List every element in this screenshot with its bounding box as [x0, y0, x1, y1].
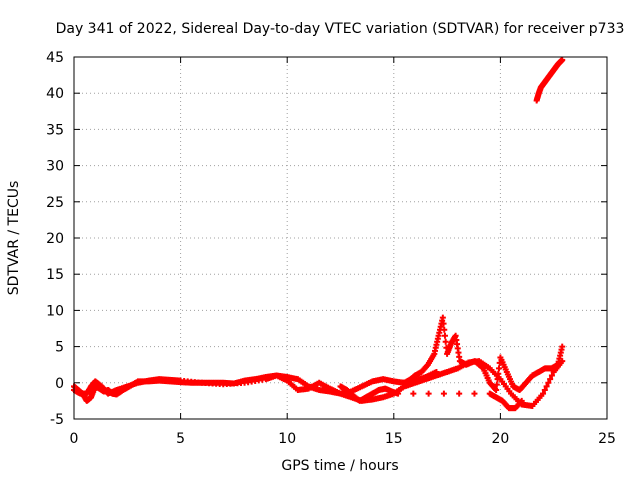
data-point: [495, 370, 502, 377]
data-point: [410, 390, 417, 397]
data-points: [71, 56, 566, 412]
y-tick-label: 25: [46, 195, 64, 211]
x-tick-label: 10: [278, 431, 296, 447]
data-point: [456, 390, 463, 397]
data-point: [471, 390, 478, 397]
data-point: [433, 368, 440, 375]
y-tick-label: 15: [46, 267, 64, 283]
x-axis-title: GPS time / hours: [281, 458, 398, 474]
data-point: [493, 387, 500, 394]
y-tick-label: 0: [55, 376, 64, 392]
data-point: [494, 376, 501, 383]
y-tick-label: 20: [46, 231, 64, 247]
data-point: [547, 376, 554, 383]
data-point: [440, 390, 447, 397]
data-point: [439, 314, 446, 321]
data-point: [441, 332, 448, 339]
series-spike-track: [401, 314, 566, 394]
data-point: [543, 383, 550, 390]
series-upper-track: [533, 56, 566, 104]
data-point: [559, 343, 566, 350]
data-point: [559, 56, 566, 63]
x-tick-label: 15: [385, 431, 403, 447]
y-tick-label: 30: [46, 159, 64, 175]
data-point: [545, 379, 552, 386]
y-tick-label: -5: [50, 412, 64, 428]
y-tick-label: 45: [46, 50, 64, 66]
data-point: [442, 338, 449, 345]
x-tick-label: 0: [70, 431, 79, 447]
data-point: [518, 397, 525, 404]
y-tick-label: 10: [46, 303, 64, 319]
y-tick-label: 40: [46, 86, 64, 102]
data-point: [541, 387, 548, 394]
data-point: [441, 326, 448, 333]
y-axis-title: SDTVAR / TECUs: [6, 181, 22, 296]
data-point: [395, 390, 402, 397]
series-secondary-track: [71, 368, 440, 397]
data-point: [493, 381, 500, 388]
data-point: [495, 365, 502, 372]
y-tick-label: 35: [46, 122, 64, 138]
data-point: [425, 390, 432, 397]
data-point: [548, 372, 555, 379]
x-tick-label: 25: [598, 431, 616, 447]
x-tick-label: 20: [491, 431, 509, 447]
data-point: [540, 390, 547, 397]
axis-ticks: 0 5 10 15 20 25 -5 0 5 10 15 20 25 30 35 40 45: [46, 50, 616, 447]
grid-lines: [74, 57, 607, 419]
series-drop-track: [337, 383, 525, 412]
y-tick-label: 5: [55, 340, 64, 356]
x-tick-label: 5: [176, 431, 185, 447]
data-point: [440, 320, 447, 327]
chart-title: Day 341 of 2022, Sidereal Day-to-day VTE…: [56, 21, 625, 37]
